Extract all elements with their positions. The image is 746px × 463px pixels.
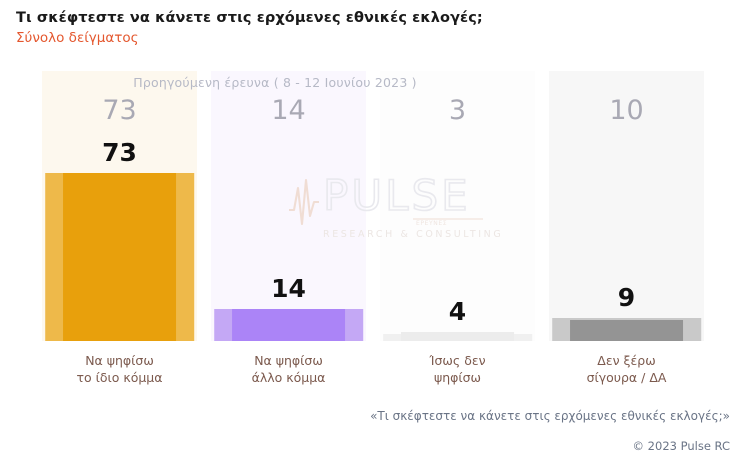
previous-survey-label: Προηγούμενη έρευνα ( 8 - 12 Ιουνίου 2023…	[133, 75, 417, 90]
category-label-line1: Να ψηφίσω	[254, 353, 323, 368]
chart-header: Τι σκέφτεστε να κάνετε στις ερχόμενες εθ…	[16, 8, 730, 48]
previous-value-label: 73	[102, 95, 137, 126]
chart-panel-inner: 10 9	[549, 71, 704, 341]
current-value-label: 9	[617, 283, 636, 312]
chart-plot-area: 73 73 14 14 3 4 10 9	[42, 71, 704, 341]
category-label: Ίσως δεν ψηφίσω	[380, 352, 535, 386]
category-label-line2: το ίδιο κόμμα	[76, 370, 163, 385]
current-value-label: 73	[102, 138, 137, 168]
category-label: Δεν ξέρω σίγουρα / ΔΑ	[549, 352, 704, 386]
current-value-label: 14	[271, 273, 306, 303]
category-label: Να ψηφίσω άλλο κόμμα	[211, 352, 366, 386]
bar-current	[400, 331, 515, 341]
category-label-line1: Ίσως δεν	[429, 353, 486, 368]
current-value-label: 4	[448, 296, 467, 326]
category-label: Να ψηφίσω το ίδιο κόμμα	[42, 352, 197, 386]
copyright-notice: © 2023 Pulse RC	[632, 439, 730, 453]
page-title: Τι σκέφτεστε να κάνετε στις ερχόμενες εθ…	[16, 10, 483, 26]
category-label-line2: σίγουρα / ΔΑ	[586, 370, 667, 385]
category-label-line1: Να ψηφίσω	[85, 353, 154, 368]
bar-current	[62, 173, 177, 341]
chart-subtitle: Σύνολο δείγματος	[16, 30, 139, 46]
category-label-line1: Δεν ξέρω	[597, 353, 656, 368]
previous-value-label: 3	[448, 95, 467, 126]
chart-panel-inner: 73 73	[42, 71, 197, 341]
chart-panel: 73 73	[42, 71, 197, 341]
category-label-line2: άλλο κόμμα	[251, 370, 326, 385]
bar-current	[231, 308, 346, 341]
question-footnote: «Τι σκέφτεστε να κάνετε στις ερχόμενες ε…	[370, 409, 730, 423]
previous-value-label: 14	[271, 95, 306, 126]
chart-panel-inner: 14 14	[211, 71, 366, 341]
category-label-line2: ψηφίσω	[433, 370, 482, 385]
bar-current	[569, 320, 684, 341]
chart-panel: 10 9	[549, 71, 704, 341]
category-label-row: Να ψηφίσω το ίδιο κόμμα Να ψηφίσω άλλο κόμμ…	[42, 352, 704, 396]
previous-value-label: 10	[609, 95, 644, 126]
chart-panel: 14 14	[211, 71, 366, 341]
